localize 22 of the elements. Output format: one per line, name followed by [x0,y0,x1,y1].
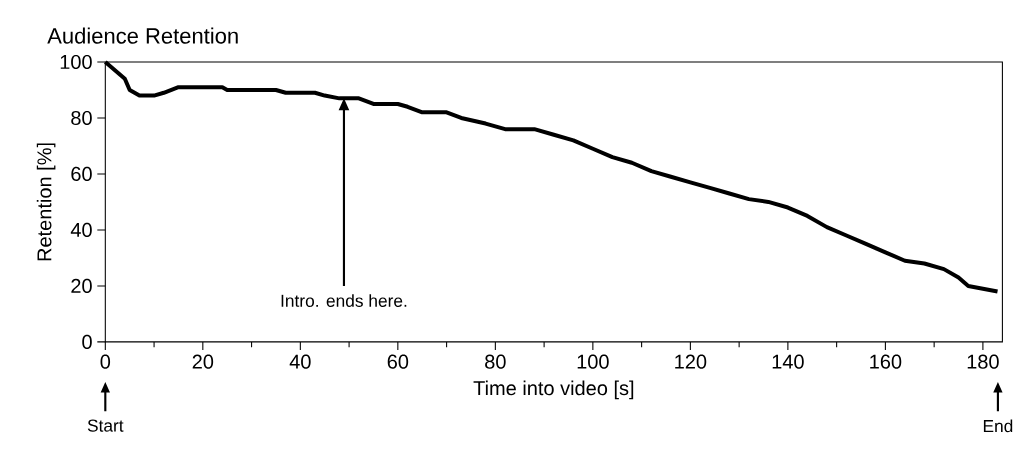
y-tick-label: 20 [71,278,92,294]
text: Start [87,419,124,432]
x-axis-title: Time into video [s] [473,380,634,400]
x-tick-label: 0 [100,354,111,369]
y-tick-label: 80 [71,110,92,126]
y-tick-label: 40 [70,222,92,238]
x-tick-label: 160 [870,354,902,369]
text: End [983,419,1013,433]
x-tick-label: 40 [289,354,311,369]
annotation: Intro. ends here. [281,294,407,307]
y-tick-label: 0 [82,334,92,350]
y-tick-label: 100 [60,54,92,70]
x-tick-label: 120 [675,354,707,369]
x-tick-label: 20 [192,354,214,369]
x-tick-label: 80 [485,354,506,369]
y-axis-title: Retention [%] [36,143,56,261]
x-tick-label: 140 [772,354,804,369]
chart-title: Audience Retention [47,27,238,44]
x-tick-label: 180 [967,354,999,369]
y-tick-label: 60 [71,166,92,182]
x-tick-label: 100 [577,354,609,369]
x-tick-label: 60 [387,354,409,369]
